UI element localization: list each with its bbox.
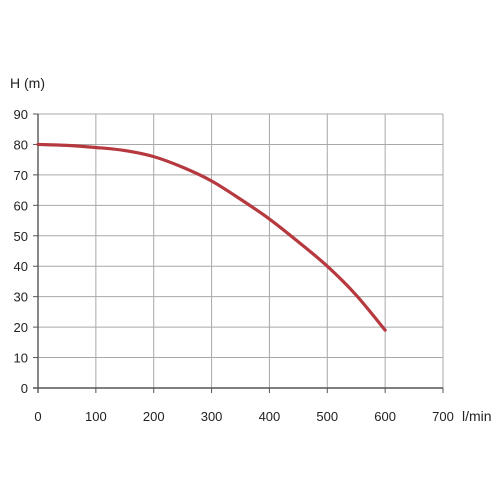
- y-tick-label-60: 60: [14, 198, 28, 213]
- y-tick-label-70: 70: [14, 168, 28, 183]
- grid: [38, 113, 444, 388]
- y-tick-label-0: 0: [21, 381, 28, 396]
- x-tick-label-0: 0: [34, 409, 41, 424]
- x-tick-label-700: 700: [432, 409, 454, 424]
- axes: [33, 113, 444, 393]
- x-tick-label-400: 400: [259, 409, 281, 424]
- y-tick-label-50: 50: [14, 229, 28, 244]
- x-tick-label-500: 500: [316, 409, 338, 424]
- x-tick-label-100: 100: [85, 409, 107, 424]
- y-tick-label-90: 90: [14, 107, 28, 122]
- y-tick-label-80: 80: [14, 137, 28, 152]
- y-tick-label-10: 10: [14, 351, 28, 366]
- y-tick-label-30: 30: [14, 290, 28, 305]
- tick-labels: 0 10 20 30 40 50 60 70 80 90 0 100 200 300 400 500 600 70…: [14, 107, 454, 424]
- x-tick-label-200: 200: [143, 409, 165, 424]
- series-layer: [36, 142, 387, 332]
- y-axis-title: H (m): [10, 75, 45, 91]
- y-tick-label-40: 40: [14, 259, 28, 274]
- x-tick-label-600: 600: [374, 409, 396, 424]
- y-tick-label-20: 20: [14, 320, 28, 335]
- x-axis-title: l/min: [462, 408, 492, 424]
- x-tick-label-300: 300: [201, 409, 223, 424]
